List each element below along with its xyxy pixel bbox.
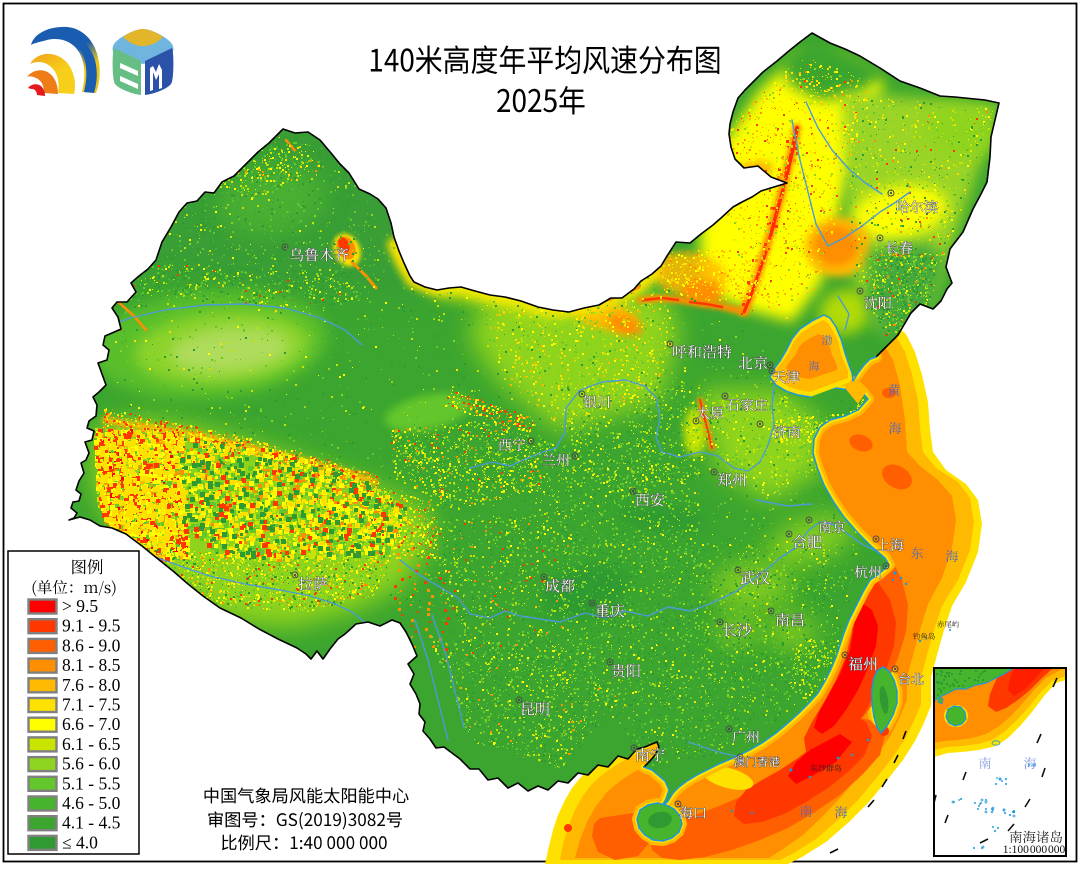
svg-text:1:100 000 000: 1:100 000 000 xyxy=(1003,844,1066,856)
svg-text:5.1 - 5.5: 5.1 - 5.5 xyxy=(62,773,121,793)
svg-text:> 9.5: > 9.5 xyxy=(62,596,98,616)
svg-text:8.6 - 9.0: 8.6 - 9.0 xyxy=(62,635,121,655)
svg-text:7.1 - 7.5: 7.1 - 7.5 xyxy=(62,695,121,715)
svg-text:4.6 - 5.0: 4.6 - 5.0 xyxy=(62,793,121,813)
svg-text:9.1 - 9.5: 9.1 - 9.5 xyxy=(62,616,121,636)
svg-text:5.6 - 6.0: 5.6 - 6.0 xyxy=(62,754,121,774)
svg-text:≤ 4.0: ≤ 4.0 xyxy=(62,832,98,852)
svg-text:4.1 - 4.5: 4.1 - 4.5 xyxy=(62,813,121,833)
svg-text:6.1 - 6.5: 6.1 - 6.5 xyxy=(62,734,121,754)
svg-text:6.6 - 7.0: 6.6 - 7.0 xyxy=(62,714,121,734)
svg-text:8.1 - 8.5: 8.1 - 8.5 xyxy=(62,655,121,675)
svg-text:7.6 - 8.0: 7.6 - 8.0 xyxy=(62,675,121,695)
